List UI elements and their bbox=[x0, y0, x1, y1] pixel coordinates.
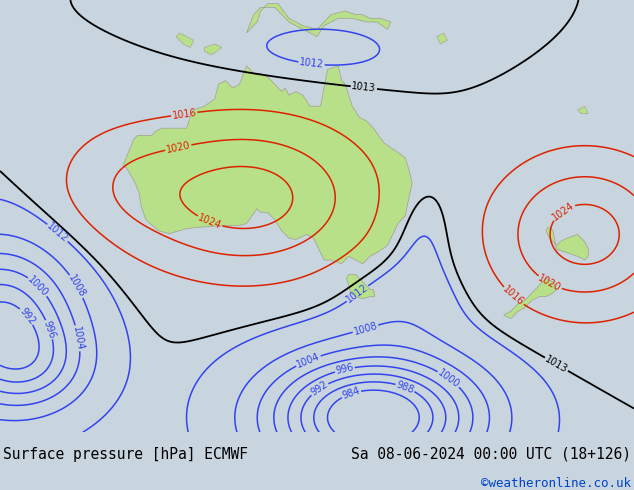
Text: 1024: 1024 bbox=[197, 213, 223, 231]
Text: 1016: 1016 bbox=[172, 107, 197, 121]
Text: 984: 984 bbox=[341, 386, 361, 401]
Text: 1012: 1012 bbox=[345, 282, 370, 305]
Polygon shape bbox=[503, 278, 557, 318]
Text: 1004: 1004 bbox=[72, 325, 86, 351]
Text: Sa 08-06-2024 00:00 UTC (18+126): Sa 08-06-2024 00:00 UTC (18+126) bbox=[351, 447, 631, 462]
Text: ©weatheronline.co.uk: ©weatheronline.co.uk bbox=[481, 477, 631, 490]
Text: 1008: 1008 bbox=[67, 273, 87, 299]
Text: 1020: 1020 bbox=[536, 273, 563, 294]
Text: 996: 996 bbox=[42, 319, 57, 340]
Text: 1013: 1013 bbox=[543, 354, 569, 375]
Text: Surface pressure [hPa] ECMWF: Surface pressure [hPa] ECMWF bbox=[3, 447, 248, 462]
Text: 1024: 1024 bbox=[550, 200, 576, 222]
Polygon shape bbox=[176, 33, 194, 48]
Polygon shape bbox=[578, 106, 588, 114]
Text: 1013: 1013 bbox=[351, 81, 377, 94]
Text: 1008: 1008 bbox=[353, 320, 378, 337]
Text: 1000: 1000 bbox=[26, 274, 51, 298]
Text: 1016: 1016 bbox=[501, 285, 526, 308]
Text: 988: 988 bbox=[395, 379, 415, 395]
Text: 996: 996 bbox=[335, 363, 355, 376]
Text: 992: 992 bbox=[17, 306, 37, 327]
Text: 1004: 1004 bbox=[295, 351, 321, 370]
Text: 1020: 1020 bbox=[165, 140, 191, 155]
Polygon shape bbox=[204, 44, 222, 55]
Polygon shape bbox=[347, 275, 375, 299]
Text: 1012: 1012 bbox=[45, 221, 70, 245]
Polygon shape bbox=[546, 227, 588, 260]
Polygon shape bbox=[123, 66, 412, 264]
Polygon shape bbox=[247, 3, 391, 37]
Text: 1012: 1012 bbox=[299, 57, 324, 70]
Text: 1000: 1000 bbox=[436, 368, 462, 390]
Text: 992: 992 bbox=[309, 379, 330, 398]
Polygon shape bbox=[437, 33, 448, 44]
